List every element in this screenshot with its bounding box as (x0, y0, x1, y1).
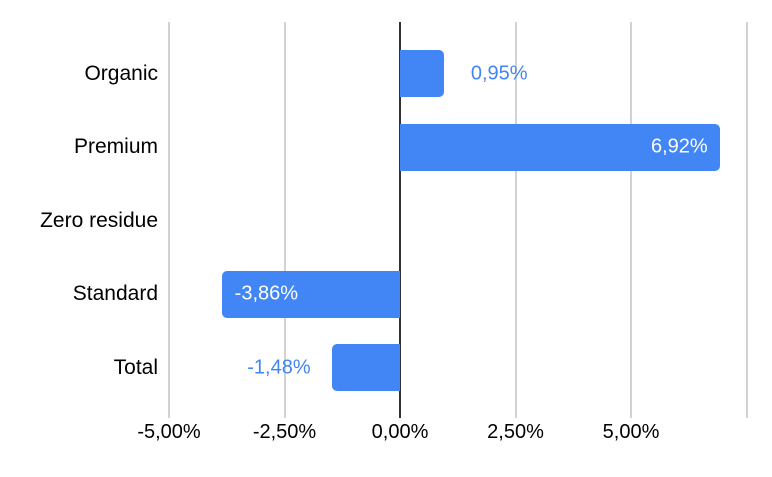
bar (331, 344, 400, 391)
gridline (745, 22, 748, 418)
category-label: Total (113, 355, 158, 379)
x-tick-label: 2,50% (487, 421, 544, 443)
x-tick-label: 5,00% (602, 421, 660, 443)
gridline (630, 22, 632, 418)
category-label: Organic (84, 61, 158, 85)
category-label: Standard (72, 282, 158, 305)
x-tick-label: -5,00% (137, 421, 201, 443)
gridline (168, 22, 170, 418)
bar (221, 270, 400, 318)
x-tick-label: 0,00% (371, 421, 429, 443)
zero-axis-line (399, 22, 401, 418)
bar (400, 50, 444, 97)
value-label: 6,92% (650, 135, 708, 158)
gridline (514, 22, 517, 418)
category-label: Zero residue (40, 208, 158, 232)
bar (400, 123, 720, 171)
gridline (283, 22, 286, 418)
value-label: 0,95% (470, 62, 528, 84)
x-tick-label: -2,50% (252, 421, 317, 443)
value-label: -1,48% (247, 356, 311, 378)
value-label: -3,86% (234, 282, 299, 305)
category-label: Premium (73, 135, 158, 158)
